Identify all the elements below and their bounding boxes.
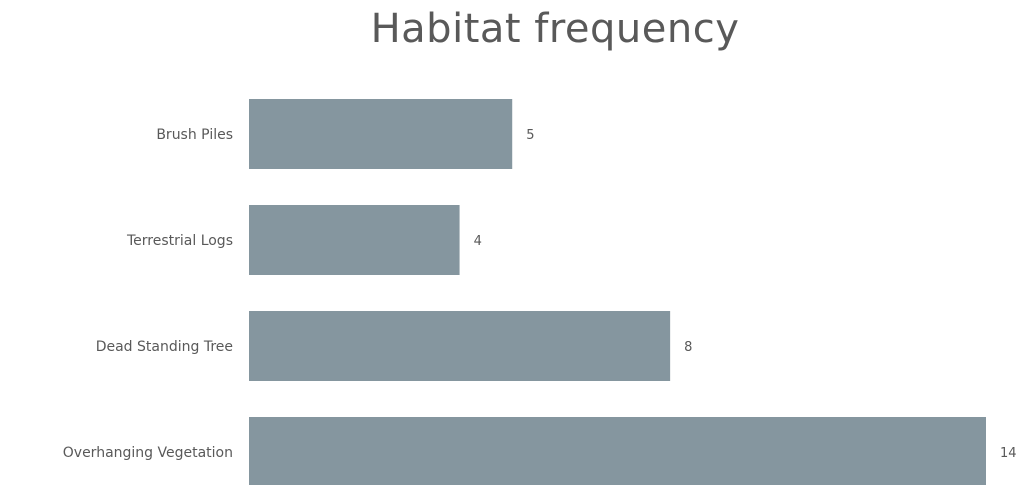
chart-title: Habitat frequency (370, 6, 740, 52)
bar-dead-standing-tree (249, 311, 671, 381)
category-label-dead-standing-tree: Dead Standing Tree (96, 339, 233, 355)
value-label-brush-piles: 5 (526, 128, 534, 143)
bar-brush-piles (249, 99, 513, 169)
value-label-overhanging-vegetation: 14 (1000, 446, 1017, 461)
category-label-terrestrial-logs: Terrestrial Logs (126, 233, 233, 249)
category-label-overhanging-vegetation: Overhanging Vegetation (63, 445, 233, 461)
value-label-terrestrial-logs: 4 (474, 234, 482, 249)
value-labels-group: 5 4 8 14 (474, 128, 1017, 461)
bar-overhanging-vegetation (249, 417, 986, 485)
bars-group (249, 99, 986, 485)
bar-terrestrial-logs (249, 205, 460, 275)
value-label-dead-standing-tree: 8 (684, 340, 692, 355)
category-labels-group: Brush Piles Terrestrial Logs Dead Standing… (63, 127, 233, 461)
category-label-brush-piles: Brush Piles (156, 127, 233, 143)
